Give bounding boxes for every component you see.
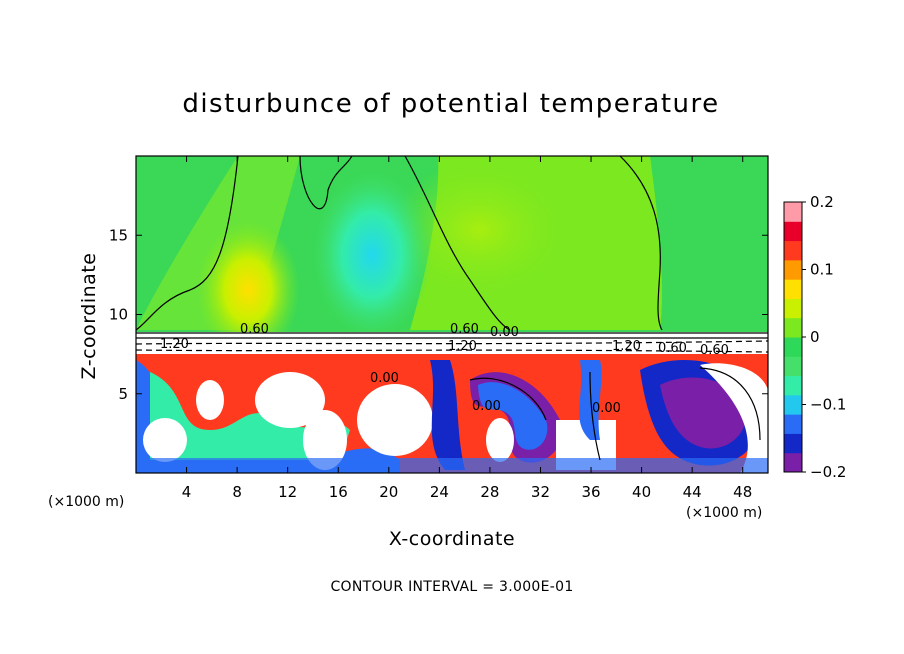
x-tick-label: 8 <box>232 483 242 501</box>
y-axis-label: Z-coordinate <box>78 253 100 380</box>
x-tick-label: 28 <box>480 483 499 501</box>
colorbar: 0.2 0.1 0 −0.1 −0.2 <box>783 193 846 481</box>
colorbar-segment <box>784 317 802 338</box>
x-tick-label: 40 <box>632 483 651 501</box>
contour-label: 0.60 <box>658 341 687 356</box>
contour-label: 0.00 <box>490 325 519 340</box>
contour-label: 0.60 <box>240 322 269 337</box>
colorbar-segment <box>784 433 802 454</box>
colorbar-segment <box>784 337 802 357</box>
colorbar-segment <box>784 240 802 261</box>
x-axis-label: X-coordinate <box>389 528 515 550</box>
contour-zero-far <box>619 156 663 331</box>
contour-zero-right <box>404 156 511 331</box>
x-unit-left-label: (×1000 m) <box>48 494 124 510</box>
contour-lines <box>136 156 768 461</box>
contour-label: 1.20 <box>448 339 477 354</box>
colorbar-segment <box>784 202 802 222</box>
y-tick-label: 5 <box>118 385 128 403</box>
x-unit-right-label: (×1000 m) <box>686 505 762 521</box>
colorbar-tick-label: −0.2 <box>810 463 846 481</box>
x-tick-label: 48 <box>733 483 752 501</box>
y-tick-label: 15 <box>109 226 128 244</box>
x-tick-label: 12 <box>278 483 297 501</box>
y-axis-ticks: 5 10 15 <box>109 226 768 403</box>
contour-interval-note: CONTOUR INTERVAL = 3.000E-01 <box>330 579 573 595</box>
colorbar-tick-label: 0 <box>810 328 820 346</box>
colorbar-segment <box>784 298 802 319</box>
contour-label-group: 0.60 1.20 0.00 0.60 1.20 0.00 0.00 0.00 … <box>160 322 729 416</box>
contour-label: 0.00 <box>472 399 501 414</box>
plot-field: 0.60 1.20 0.00 0.60 1.20 0.00 0.00 0.00 … <box>136 156 768 473</box>
lime-anomaly <box>390 160 570 300</box>
x-tick-label: 24 <box>430 483 449 501</box>
contour-lower-2 <box>589 371 601 461</box>
colorbar-segment <box>784 221 802 242</box>
colorbar-segment <box>784 356 802 377</box>
contour-lower-1 <box>469 377 547 421</box>
contour-zero-mid <box>299 156 353 210</box>
contour-label: 0.00 <box>592 401 621 416</box>
colorbar-segment <box>784 375 802 396</box>
contour-lower-3 <box>699 367 761 441</box>
x-tick-label: 4 <box>182 483 192 501</box>
cool-anomaly <box>312 170 432 340</box>
mixed-layer-patches <box>136 360 768 473</box>
contour-label: 0.00 <box>370 371 399 386</box>
contour-label: 0.60 <box>450 322 479 337</box>
colorbar-segment <box>784 259 802 280</box>
chart-title: disturbunce of potential temperature <box>182 89 719 119</box>
x-tick-label: 16 <box>329 483 348 501</box>
colorbar-tick-label: −0.1 <box>810 396 846 414</box>
warm-anomaly <box>196 220 300 360</box>
contour-label: 0.60 <box>700 343 729 358</box>
x-axis-ticks: 4 8 12 16 20 24 28 32 36 40 44 48 <box>182 156 752 501</box>
contour-zero-left <box>136 156 239 331</box>
colorbar-segment <box>784 279 802 299</box>
colorbar-segment <box>784 394 802 415</box>
x-tick-label: 36 <box>581 483 600 501</box>
colorbar-tick-label: 0.2 <box>810 193 834 211</box>
x-tick-label: 20 <box>379 483 398 501</box>
contour-label: 1.20 <box>160 337 189 352</box>
colorbar-segment <box>784 414 802 434</box>
y-tick-label: 10 <box>109 306 128 324</box>
x-tick-label: 32 <box>531 483 550 501</box>
colorbar-segment <box>784 452 802 473</box>
colorbar-tick-label: 0.1 <box>810 261 834 279</box>
contour-label: 1.20 <box>612 339 641 354</box>
x-tick-label: 44 <box>683 483 702 501</box>
